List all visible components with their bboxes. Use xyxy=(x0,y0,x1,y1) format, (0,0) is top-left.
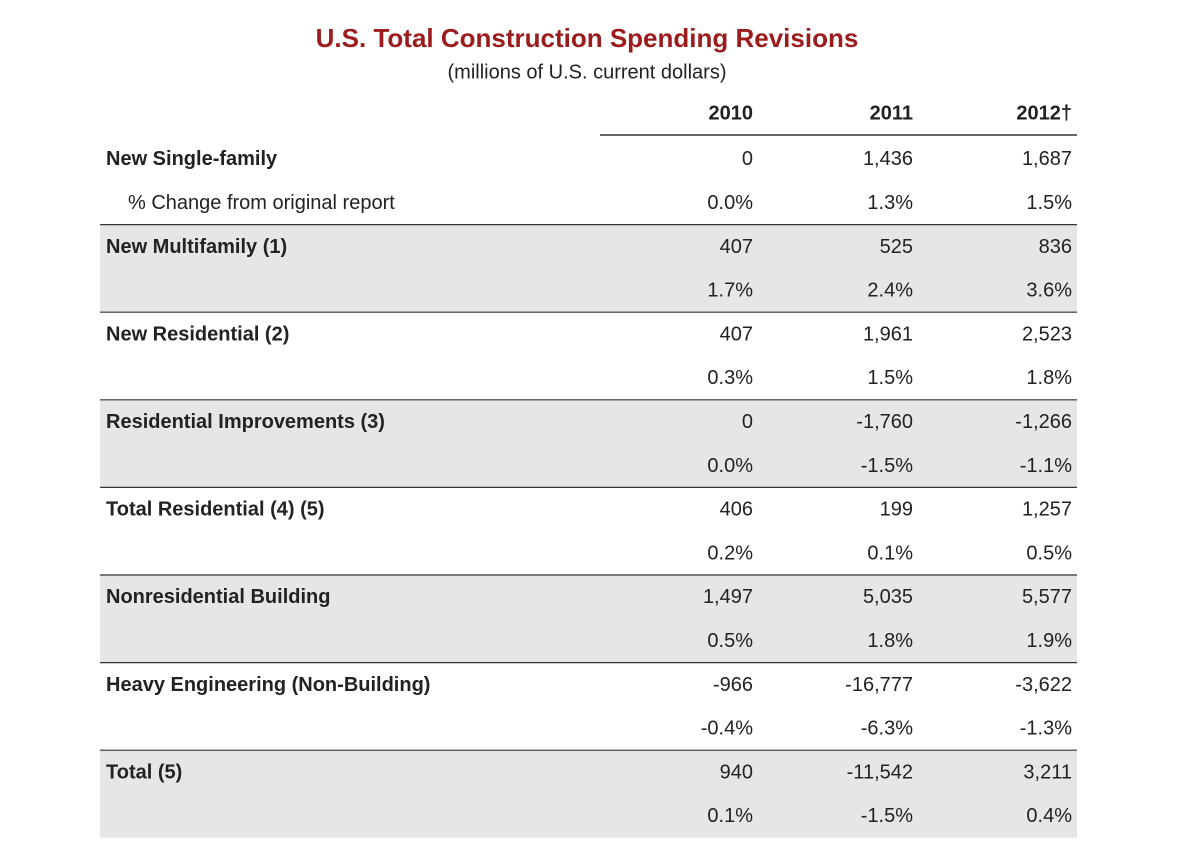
row-label: Total (5) xyxy=(106,761,182,783)
row-label: Heavy Engineering (Non-Building) xyxy=(106,674,430,696)
row-label: Total Residential (4) (5) xyxy=(106,499,325,521)
cell-value: 836 xyxy=(1039,236,1072,258)
group-shade xyxy=(100,750,1077,838)
group-shade xyxy=(100,224,1077,313)
cell-percent: -1.1% xyxy=(1020,455,1072,477)
cell-value: 940 xyxy=(720,761,753,783)
cell-value: 199 xyxy=(880,499,913,521)
cell-value: -11,542 xyxy=(847,761,913,783)
cell-value: 1,497 xyxy=(703,586,753,608)
column-header: 2012† xyxy=(1016,102,1072,124)
cell-value: -3,622 xyxy=(1015,674,1072,696)
cell-percent: 0.5% xyxy=(1026,542,1072,564)
cell-percent: 0.1% xyxy=(867,542,913,564)
cell-percent: 3.6% xyxy=(1026,280,1072,302)
cell-percent: -0.4% xyxy=(701,718,753,740)
cell-percent: -6.3% xyxy=(861,718,913,740)
sub-row-label: % Change from original report xyxy=(128,192,395,214)
cell-percent: 2.4% xyxy=(867,280,913,302)
cell-percent: 0.4% xyxy=(1026,805,1072,827)
cell-value: 1,961 xyxy=(863,323,913,345)
title: U.S. Total Construction Spending Revisio… xyxy=(316,23,859,53)
row-label: New Residential (2) xyxy=(106,323,289,345)
cell-value: 1,436 xyxy=(863,148,913,170)
cell-percent: 1.5% xyxy=(867,367,913,389)
cell-value: 0 xyxy=(742,148,753,170)
cell-percent: 1.8% xyxy=(1026,367,1072,389)
cell-percent: 1.3% xyxy=(867,192,913,214)
cell-percent: 1.5% xyxy=(1026,192,1072,214)
cell-percent: -1.3% xyxy=(1020,718,1072,740)
cell-percent: 0.0% xyxy=(707,192,753,214)
cell-percent: -1.5% xyxy=(861,455,913,477)
cell-percent: 0.5% xyxy=(707,630,753,652)
cell-value: -966 xyxy=(713,674,753,696)
cell-percent: 0.2% xyxy=(707,542,753,564)
group-shade xyxy=(100,575,1077,663)
cell-value: 525 xyxy=(880,236,913,258)
cell-value: -1,760 xyxy=(856,411,913,433)
cell-value: 406 xyxy=(720,499,753,521)
row-label: New Single-family xyxy=(106,148,278,170)
cell-value: 1,687 xyxy=(1022,148,1072,170)
cell-percent: 0.0% xyxy=(707,455,753,477)
cell-percent: 1.7% xyxy=(707,280,753,302)
cell-percent: -1.5% xyxy=(861,805,913,827)
column-header: 2011 xyxy=(870,102,913,124)
cell-value: 3,211 xyxy=(1023,761,1072,783)
cell-value: -1,266 xyxy=(1015,411,1072,433)
row-label: Residential Improvements (3) xyxy=(106,411,385,433)
subtitle: (millions of U.S. current dollars) xyxy=(448,61,727,83)
cell-value: 0 xyxy=(742,411,753,433)
cell-value: 2,523 xyxy=(1022,323,1072,345)
cell-value: -16,777 xyxy=(845,674,913,696)
cell-percent: 0.3% xyxy=(707,367,753,389)
cell-value: 407 xyxy=(720,323,753,345)
cell-value: 5,035 xyxy=(863,586,913,608)
cell-value: 5,577 xyxy=(1022,586,1072,608)
row-label: New Multifamily (1) xyxy=(106,236,287,258)
cell-percent: 1.8% xyxy=(867,630,913,652)
cell-value: 1,257 xyxy=(1022,499,1072,521)
group-shade xyxy=(100,399,1077,488)
cell-percent: 0.1% xyxy=(707,805,753,827)
column-header: 2010 xyxy=(709,102,754,124)
cell-value: 407 xyxy=(720,236,753,258)
cell-percent: 1.9% xyxy=(1026,630,1072,652)
row-label: Nonresidential Building xyxy=(106,586,330,608)
